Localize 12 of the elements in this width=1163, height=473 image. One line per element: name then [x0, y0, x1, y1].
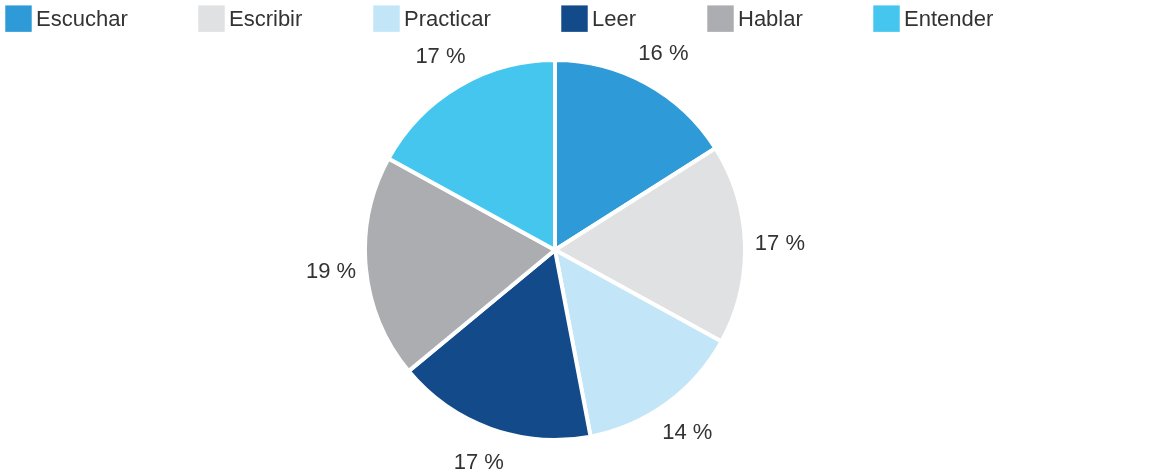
legend-label: Leer: [592, 5, 637, 31]
data-label: 14 %: [662, 419, 713, 445]
data-label: 17 %: [415, 43, 466, 69]
legend-label: Practicar: [404, 5, 491, 31]
data-label: 17 %: [754, 229, 805, 255]
data-label: 19 %: [305, 258, 357, 284]
legend-label: Escribir: [229, 5, 303, 31]
legend-label: Hablar: [738, 5, 803, 31]
legend-label: Escuchar: [36, 5, 128, 31]
legend-label: Entender: [904, 5, 994, 31]
data-label: 16 %: [638, 39, 689, 65]
data-label: 17 %: [453, 448, 504, 473]
